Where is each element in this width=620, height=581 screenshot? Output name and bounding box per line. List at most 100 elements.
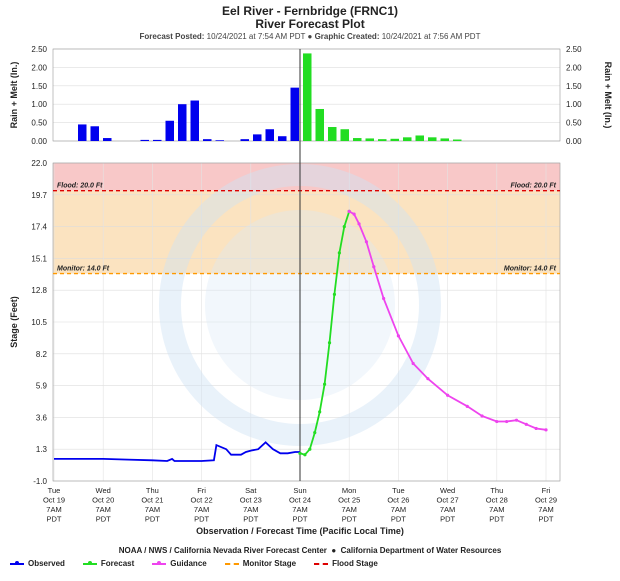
stage-tick-label: 1.3 [36, 445, 48, 454]
precip-bar [253, 134, 262, 141]
legend-label: Forecast [100, 559, 135, 568]
series-point [342, 225, 346, 229]
x-tick-label: Wed [440, 486, 455, 495]
series-point [364, 240, 369, 244]
stage-tick-label: 5.9 [36, 382, 48, 391]
x-tick-label: 7AM [243, 505, 258, 514]
footer-agencies: NOAA / NWS / California Nevada River For… [118, 546, 327, 555]
precip-ylabel-left: Rain + Melt (In.) [9, 62, 19, 129]
x-tick-label: 7AM [440, 505, 455, 514]
precip-bar [453, 139, 462, 141]
precip-tick-right: 0.00 [566, 137, 582, 146]
legend-item-forecast[interactable]: Forecast [82, 559, 135, 568]
precip-bar [215, 140, 224, 141]
x-tick-label: 7AM [489, 505, 504, 514]
precip-tick-left: 0.00 [31, 137, 47, 146]
stage-ylabel: Stage (Feet) [9, 296, 19, 348]
precip-tick-left: 0.50 [31, 119, 47, 128]
stage-tick-label: 8.2 [36, 350, 48, 359]
legend-label: Flood Stage [332, 559, 378, 568]
footer-dwr: California Department of Water Resources [340, 546, 502, 555]
series-point [357, 222, 361, 226]
x-tick-label: Oct 26 [387, 496, 409, 505]
precip-bar [278, 136, 287, 141]
precip-tick-right: 2.50 [566, 45, 582, 54]
monitor-swatch-icon [224, 562, 239, 565]
x-tick-label: PDT [489, 515, 504, 524]
x-tick-label: PDT [243, 515, 258, 524]
legend-item-flood-stage[interactable]: Flood Stage [314, 559, 378, 568]
stage-tick-label: 22.0 [31, 159, 47, 168]
stage-panel: -1.0 1.3 3.6 5.9 8.2 10.5 12.8 15.1 17.4 19.7 22.0… [9, 49, 561, 536]
legend-label: Monitor Stage [242, 559, 297, 568]
precip-bar [178, 104, 187, 141]
x-tick-label: 7AM [145, 505, 160, 514]
precip-ylabel-right: Rain + Melt (In.) [603, 62, 613, 129]
threshold-label-right: Flood: 20.0 Ft [511, 183, 557, 190]
posted-line: Forecast Posted: 10/24/2021 at 7:54 AM P… [0, 32, 620, 41]
x-tick-label: Oct 19 [43, 496, 65, 505]
precip-bar [190, 100, 199, 141]
series-line-observed [54, 441, 300, 462]
observed-swatch-icon [10, 561, 24, 565]
river-forecast-chart: 0.00 0.00 0.50 0.50 1.00 1.00 1.50 1.50 2.00 2.00… [9, 45, 613, 536]
x-tick-label: Sat [245, 486, 257, 495]
x-tick-label: PDT [539, 515, 554, 524]
precip-bar [203, 139, 212, 141]
x-tick-label: Thu [490, 486, 503, 495]
x-tick-label: 7AM [292, 505, 307, 514]
x-tick-label: Sun [293, 486, 306, 495]
chart-title: Eel River - Fernbridge (FRNC1) [221, 4, 399, 18]
precip-bar [365, 138, 374, 141]
monitor-band [53, 190, 560, 274]
series-point [352, 212, 356, 216]
precip-panel: 0.00 0.00 0.50 0.50 1.00 1.00 1.50 1.50 2.00 2.00… [9, 45, 613, 146]
precip-tick-right: 1.00 [566, 100, 582, 109]
precip-tick-left: 1.50 [31, 82, 47, 91]
precip-bar [390, 138, 399, 141]
legend-item-monitor-stage[interactable]: Monitor Stage [224, 559, 297, 568]
threshold-label-right: Monitor: 14.0 Ft [504, 266, 557, 273]
precip-bar [415, 135, 424, 141]
x-tick-label: Oct 27 [437, 496, 459, 505]
stage-tick-label: 19.7 [31, 191, 47, 200]
x-tick-label: Oct 20 [92, 496, 114, 505]
x-tick-label: Oct 24 [289, 496, 311, 505]
series-point [465, 404, 469, 408]
forecast-swatch-icon [82, 561, 97, 565]
guidance-swatch-icon [152, 561, 167, 565]
footer-credit: NOAA / NWS / California Nevada River For… [118, 546, 502, 555]
precip-bar [340, 129, 349, 141]
x-tick-label: Oct 25 [338, 496, 360, 505]
series-point [505, 419, 509, 424]
legend-item-guidance[interactable]: Guidance [152, 559, 207, 568]
x-tick-label: 7AM [341, 505, 356, 514]
series-point [332, 292, 337, 296]
legend: Observed Forecast Guidance Monitor Stage… [10, 559, 378, 568]
x-tick-label: PDT [145, 515, 160, 524]
posted-label: Forecast Posted: [139, 32, 205, 41]
series-line-guidance [348, 210, 547, 431]
precip-bar [403, 137, 412, 141]
stage-tick-label: 3.6 [36, 413, 48, 422]
precip-bar [440, 138, 449, 141]
x-tick-label: 7AM [46, 505, 61, 514]
x-tick-label: Wed [96, 486, 111, 495]
legend-item-observed[interactable]: Observed [10, 559, 65, 568]
stage-tick-label: 17.4 [31, 223, 47, 232]
precip-bar [353, 138, 362, 141]
series-point [318, 410, 322, 414]
precip-bar [90, 126, 99, 141]
legend-label: Observed [28, 559, 65, 568]
precip-bar [315, 108, 324, 141]
x-tick-label: Oct 22 [191, 496, 213, 505]
precip-bar [240, 139, 249, 141]
threshold-label-left: Flood: 20.0 Ft [57, 183, 103, 190]
x-tick-label: Fri [197, 486, 206, 495]
series-point [495, 419, 499, 424]
precip-tick-right: 2.00 [566, 63, 582, 72]
created-label: Graphic Created: [314, 32, 380, 41]
precip-tick-left: 2.50 [31, 45, 47, 54]
precip-bar [165, 120, 174, 141]
precip-tick-right: 0.50 [566, 119, 582, 128]
